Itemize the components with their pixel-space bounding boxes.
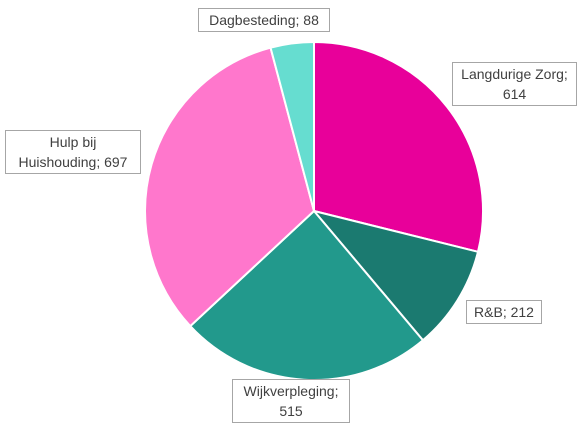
pie-slice	[144, 46, 316, 328]
data-label: Hulp bij Huishouding; 697	[5, 130, 141, 174]
pie-slice	[311, 209, 480, 342]
pie-slice	[313, 40, 484, 254]
data-label: Wijkverpleging; 515	[232, 379, 350, 423]
data-label: Dagbesteding; 88	[198, 8, 330, 32]
pie-slice	[269, 40, 315, 212]
data-label: R&B; 212	[466, 300, 542, 324]
data-label: Langdurige Zorg; 614	[452, 62, 577, 106]
